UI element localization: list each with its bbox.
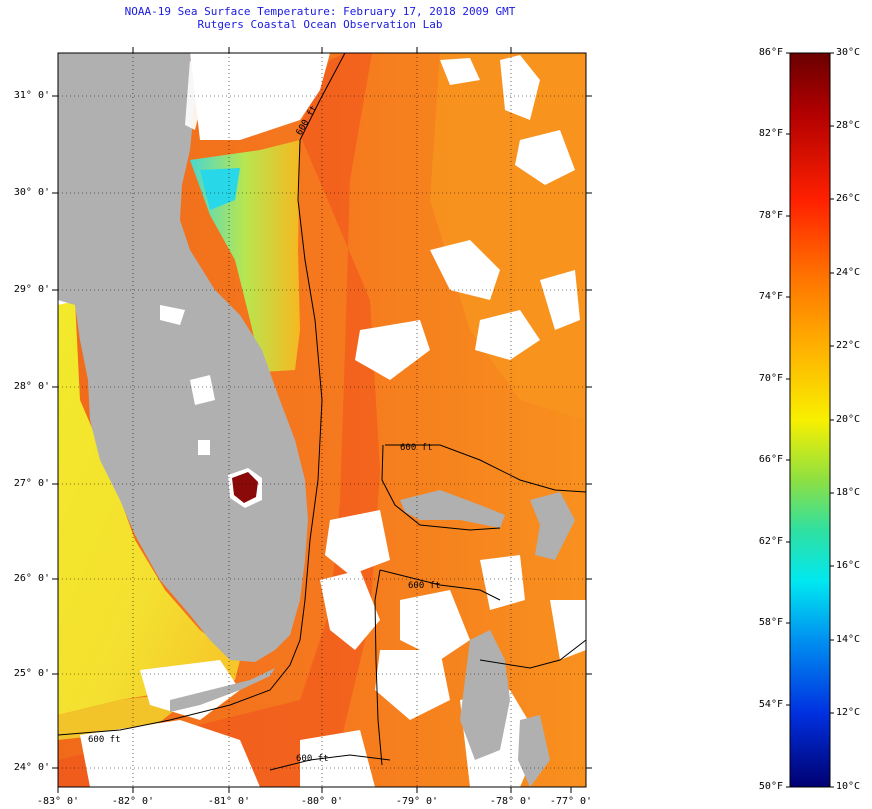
grand-bahama	[400, 490, 505, 528]
bahamas-south	[518, 715, 550, 787]
colorbar-f-label: 78°F	[758, 210, 783, 221]
colorbar-f-label: 70°F	[758, 373, 783, 384]
colorbar-c-label: 24°C	[836, 267, 861, 278]
colorbar	[789, 52, 831, 788]
contour-label: 600 ft	[408, 581, 441, 591]
abaco-island	[530, 492, 575, 560]
colorbar-c-label: 22°C	[836, 340, 861, 351]
colorbar-c-label: 16°C	[836, 560, 861, 571]
colorbar-c-label: 14°C	[836, 634, 861, 645]
lat-label: 27° 0'	[13, 478, 50, 489]
lat-label: 30° 0'	[13, 187, 50, 198]
gulf-of-mexico	[58, 300, 240, 715]
lat-label: 26° 0'	[13, 573, 50, 584]
map-title: NOAA-19 Sea Surface Temperature: Februar…	[124, 5, 516, 18]
lat-label: 31° 0'	[13, 90, 50, 101]
lat-label: 28° 0'	[13, 381, 50, 392]
lon-label: -77° 0'	[549, 796, 593, 807]
colorbar-f-label: 74°F	[758, 291, 783, 302]
contour-label: 600 ft	[296, 754, 329, 764]
lat-label: 29° 0'	[13, 284, 50, 295]
colorbar-c-label: 28°C	[836, 120, 861, 131]
florida-peninsula	[58, 53, 308, 662]
bathymetry-contours	[58, 53, 586, 771]
cold-patch	[200, 168, 240, 210]
lon-label: -78° 0'	[489, 796, 533, 807]
colorbar-f-label: 58°F	[758, 617, 783, 628]
colorbar-f-label: 62°F	[758, 536, 783, 547]
gulf-stream	[58, 53, 380, 787]
contour-label: 600 ft	[400, 443, 433, 453]
florida-keys	[170, 668, 275, 712]
lat-label: 24° 0'	[13, 762, 50, 773]
lake-okeechobee	[232, 472, 258, 503]
colorbar-c-label: 12°C	[836, 707, 861, 718]
contour-label: 600 ft	[88, 735, 121, 745]
colorbar-c-label: 30°C	[836, 47, 861, 58]
cloud-mask	[58, 53, 586, 787]
colorbar-f-label: 82°F	[758, 128, 783, 139]
axis-ticks	[52, 47, 592, 793]
colorbar-c-label: 20°C	[836, 414, 861, 425]
lon-label: -80° 0'	[300, 796, 344, 807]
lon-label: -82° 0'	[111, 796, 155, 807]
colorbar-ticks	[786, 52, 834, 788]
lon-label: -83° 0'	[36, 796, 80, 807]
colorbar-f-label: 54°F	[758, 699, 783, 710]
colorbar-f-label: 50°F	[758, 781, 783, 792]
graticule	[58, 53, 586, 787]
lon-label: -79° 0'	[395, 796, 439, 807]
colorbar-c-label: 18°C	[836, 487, 861, 498]
inland-cloud	[160, 60, 215, 455]
map-subtitle: Rutgers Coastal Ocean Observation Lab	[197, 18, 443, 31]
colorbar-c-label: 10°C	[836, 781, 861, 792]
colorbar-f-label: 66°F	[758, 454, 783, 465]
lon-label: -81° 0'	[207, 796, 251, 807]
colorbar-c-label: 26°C	[836, 193, 861, 204]
lat-label: 25° 0'	[13, 668, 50, 679]
colorbar-f-label: 86°F	[758, 47, 783, 58]
